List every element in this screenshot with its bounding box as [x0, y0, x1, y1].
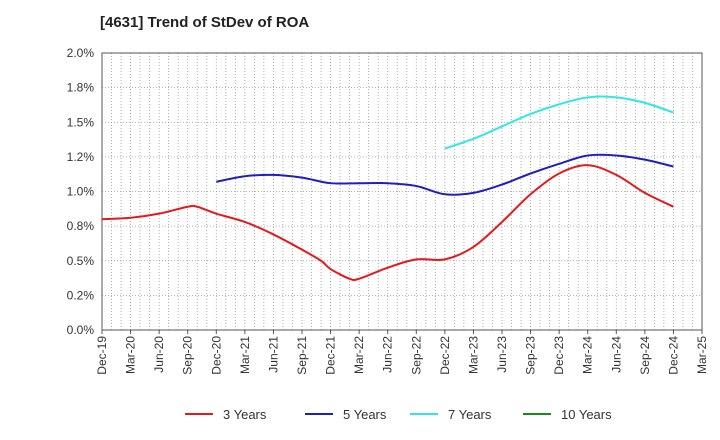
x-tick-label: Jun-24 [609, 336, 623, 373]
x-tick-label: Dec-21 [324, 336, 338, 375]
y-tick-label: 0.8% [67, 219, 95, 233]
y-tick-label: 1.2% [67, 150, 95, 164]
x-tick-label: Jun-21 [266, 336, 280, 373]
x-tick-label: Jun-20 [152, 336, 166, 373]
plot-frame [101, 52, 703, 331]
x-tick-label: Jun-22 [381, 336, 395, 373]
x-tick-label: Sep-24 [638, 336, 652, 375]
x-tick-label: Mar-20 [124, 336, 138, 374]
y-tick-label: 1.5% [67, 115, 95, 129]
chart-title: [4631] Trend of StDev of ROA [100, 14, 310, 31]
legend-label-10-years: 10 Years [561, 407, 612, 422]
x-tick-label: Sep-21 [295, 336, 309, 375]
x-tick-label: Mar-21 [238, 336, 252, 374]
legend-label-7-years: 7 Years [448, 407, 492, 422]
y-tick-label: 0.5% [67, 254, 95, 268]
y-tick-label: 2.0% [67, 46, 95, 60]
x-tick-label: Dec-24 [666, 336, 680, 375]
x-tick-label: Jun-23 [495, 336, 509, 373]
x-tick-label: Dec-22 [438, 336, 452, 375]
x-tick-label: Dec-20 [209, 336, 223, 375]
x-tick-label: Mar-22 [352, 336, 366, 374]
x-tick-label: Mar-25 [695, 336, 709, 374]
x-tick-label: Sep-20 [181, 336, 195, 375]
x-tick-label: Dec-19 [95, 336, 109, 375]
series-line-5-years [216, 153, 674, 196]
x-tick-label: Sep-23 [524, 336, 538, 375]
x-tick-label: Mar-23 [466, 336, 480, 374]
series-line-7-years [444, 95, 674, 150]
legend-label-3-years: 3 Years [223, 407, 267, 422]
y-tick-label: 0.0% [67, 323, 95, 337]
legend-label-5-years: 5 Years [343, 407, 387, 422]
x-tick-label: Mar-24 [581, 336, 595, 374]
series-line-3-years [101, 164, 674, 282]
y-tick-label: 1.8% [67, 81, 95, 95]
x-tick-label: Dec-23 [552, 336, 566, 375]
x-tick-label: Sep-22 [409, 336, 423, 375]
y-tick-label: 1.0% [67, 185, 95, 199]
y-tick-label: 0.2% [67, 288, 95, 302]
